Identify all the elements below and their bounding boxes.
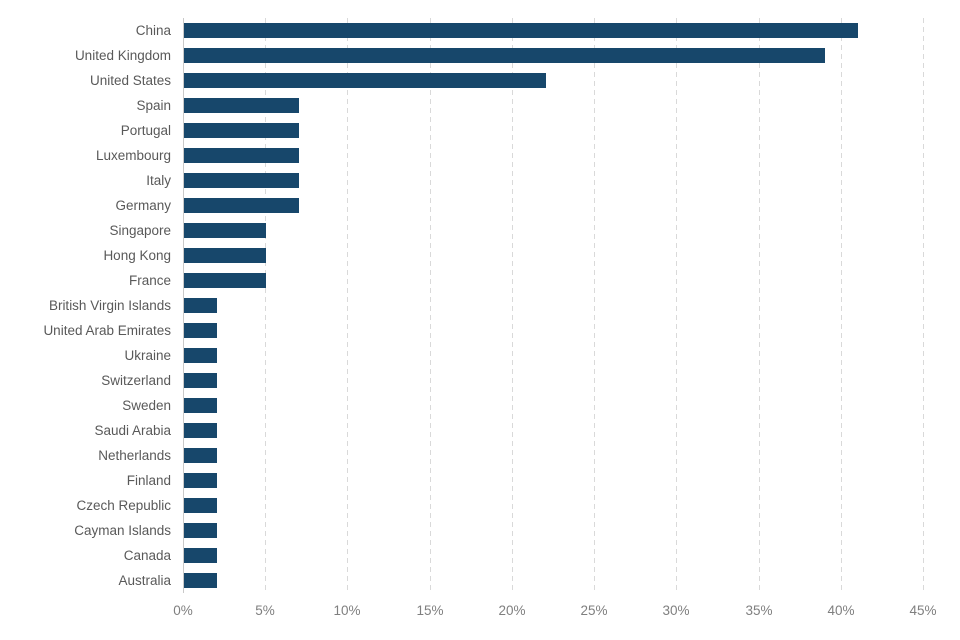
- bar-united-states: [184, 73, 546, 88]
- category-label: Spain: [136, 98, 171, 113]
- y-axis-line: [183, 18, 184, 593]
- bar-portugal: [184, 123, 299, 138]
- bar-netherlands: [184, 448, 217, 463]
- bar-canada: [184, 548, 217, 563]
- bar-italy: [184, 173, 299, 188]
- bar-united-arab-emirates: [184, 323, 217, 338]
- bar-united-kingdom: [184, 48, 825, 63]
- category-label: Hong Kong: [103, 248, 171, 263]
- bar-british-virgin-islands: [184, 298, 217, 313]
- category-label: Australia: [118, 573, 171, 588]
- x-tick-label: 35%: [745, 603, 773, 618]
- x-tick-label: 0%: [173, 603, 193, 618]
- gridline-40: [841, 18, 842, 593]
- bar-saudi-arabia: [184, 423, 217, 438]
- gridline-15: [430, 18, 431, 593]
- category-label: Saudi Arabia: [94, 423, 171, 438]
- category-label: Switzerland: [101, 373, 171, 388]
- category-label: Italy: [146, 173, 171, 188]
- gridline-10: [347, 18, 348, 593]
- category-label: Cayman Islands: [74, 523, 171, 538]
- category-label: Canada: [123, 548, 171, 563]
- category-label: Netherlands: [98, 448, 171, 463]
- category-label: Ukraine: [124, 348, 171, 363]
- x-axis-labels: 0% 5% 10% 15% 20% 25% 30% 35% 40% 45%: [0, 603, 960, 623]
- category-label: United States: [89, 73, 171, 88]
- bar-czech-republic: [184, 498, 217, 513]
- x-tick-label: 10%: [333, 603, 361, 618]
- category-label: Germany: [115, 198, 171, 213]
- category-label: Finland: [126, 473, 171, 488]
- x-tick-label: 45%: [909, 603, 937, 618]
- x-tick-label: 20%: [498, 603, 526, 618]
- gridline-25: [594, 18, 595, 593]
- gridline-20: [512, 18, 513, 593]
- y-axis-labels: China United Kingdom United States Spain Por…: [0, 18, 171, 593]
- category-label: Czech Republic: [76, 498, 171, 513]
- x-tick-label: 15%: [416, 603, 444, 618]
- bar-germany: [184, 198, 299, 213]
- category-label: France: [128, 273, 171, 288]
- bar-australia: [184, 573, 217, 588]
- bar-ukraine: [184, 348, 217, 363]
- category-label: United Arab Emirates: [43, 323, 171, 338]
- gridline-45: [923, 18, 924, 593]
- x-tick-label: 30%: [662, 603, 690, 618]
- bar-cayman-islands: [184, 523, 217, 538]
- gridline-5: [265, 18, 266, 593]
- x-tick-label: 5%: [255, 603, 275, 618]
- category-label: United Kingdom: [74, 48, 171, 63]
- category-label: China: [135, 23, 171, 38]
- category-label: Luxembourg: [95, 148, 171, 163]
- bar-luxembourg: [184, 148, 299, 163]
- gridline-30: [676, 18, 677, 593]
- category-label: Sweden: [122, 398, 171, 413]
- bar-finland: [184, 473, 217, 488]
- plot-area: [183, 18, 924, 593]
- bar-france: [184, 273, 266, 288]
- category-label: Portugal: [120, 123, 171, 138]
- x-tick-label: 25%: [580, 603, 608, 618]
- category-label: British Virgin Islands: [48, 298, 171, 313]
- bar-switzerland: [184, 373, 217, 388]
- gridline-35: [759, 18, 760, 593]
- category-label: Singapore: [109, 223, 171, 238]
- x-tick-label: 40%: [827, 603, 855, 618]
- bar-hong-kong: [184, 248, 266, 263]
- bar-sweden: [184, 398, 217, 413]
- bar-singapore: [184, 223, 266, 238]
- bar-china: [184, 23, 858, 38]
- bar-spain: [184, 98, 299, 113]
